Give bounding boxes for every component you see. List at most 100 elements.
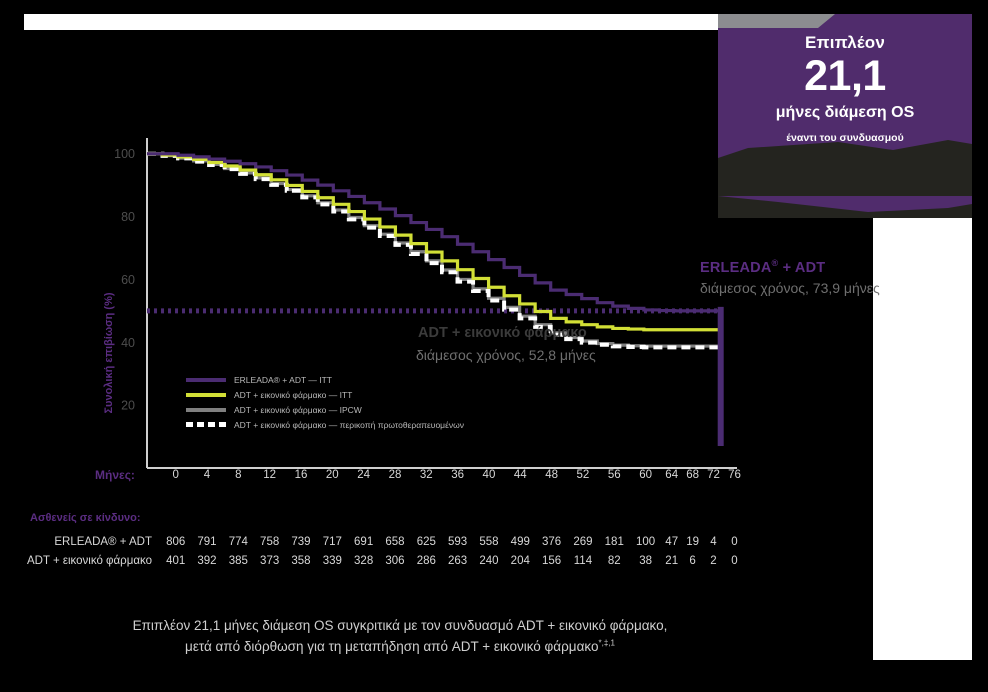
- risk-cell: 339: [322, 554, 342, 567]
- month-tick-label: 56: [607, 468, 621, 481]
- risk-cell: 38: [639, 554, 652, 567]
- legend-placebo-ipcw-label: ADT + εικονικό φάρμακο — IPCW: [234, 404, 362, 415]
- risk-table-months-row: 0 4 8 12 16 20 24 28 32 36 40 44 48 52 56 60 64 68 72 76: [0, 465, 745, 484]
- km-chart-svg: 20 40 60 80 100 Συνολική επιβίωση (%): [103, 138, 737, 469]
- legend-item: ADT + εικονικό φάρμακο — περικοπή πρωτοθ…: [186, 417, 464, 432]
- risk-row-label: ERLEADA® + ADT: [54, 535, 152, 548]
- risk-table-corner: [0, 465, 160, 484]
- annotation-erleada-name: ERLEADA: [700, 259, 772, 276]
- km-curve-2: [147, 152, 721, 348]
- km-chart: 20 40 60 80 100 Συνολική επιβίωση (%): [0, 60, 880, 480]
- annotation-erleada-median: διάμεσος χρόνος, 73,9 μήνες: [700, 280, 880, 296]
- risk-cell: 774: [228, 535, 248, 548]
- caption-line1: Επιπλέον 21,1 μήνες διάμεση OS συγκριτικ…: [132, 618, 668, 633]
- month-tick-label: 8: [235, 468, 242, 481]
- legend-item: ADT + εικονικό φάρμακο — ITT: [186, 387, 464, 402]
- risk-cell: 204: [510, 554, 530, 567]
- annotation-erleada-rest: + ADT: [778, 259, 826, 276]
- risk-cell: 499: [510, 535, 530, 548]
- risk-cell: 4: [710, 535, 717, 548]
- legend-item: ERLEADA® + ADT — ITT: [186, 372, 464, 387]
- risk-cell: 269: [573, 535, 593, 548]
- month-tick-label: 48: [545, 468, 558, 481]
- table-row: ERLEADA® + ADT 806 791 774 758 739 717 691 658 62…: [0, 532, 745, 551]
- right-white-panel: [873, 218, 972, 660]
- month-tick-label: 76: [728, 468, 741, 481]
- legend-erleada-itt-label: ERLEADA® + ADT — ITT: [234, 374, 332, 385]
- risk-cell: 47: [665, 535, 679, 548]
- month-tick-label: 4: [203, 468, 211, 481]
- y-tick-label: 60: [121, 273, 135, 287]
- risk-row-label: ADT + εικονικό φάρμακο: [26, 554, 152, 567]
- risk-table-title: Ασθενείς σε κίνδυνο:: [30, 512, 141, 524]
- risk-cell: 240: [479, 554, 499, 567]
- month-tick-label: 60: [639, 468, 652, 481]
- top-white-bar: [24, 14, 834, 30]
- banner-big-number: 21,1: [804, 51, 886, 100]
- patients-at-risk-table: 0 4 8 12 16 20 24 28 32 36 40 44 48 52 56 60 64 68 72 76 ERL…: [0, 465, 745, 570]
- y-tick-label: 20: [121, 399, 135, 413]
- km-curve-0: [147, 152, 723, 384]
- banner-top-label: Επιπλέον: [804, 33, 886, 52]
- risk-cell: 181: [604, 535, 624, 548]
- month-tick-label: 72: [707, 468, 720, 481]
- month-tick-label: 0: [172, 468, 179, 481]
- caption-line2-sup: *,‡,1: [598, 638, 615, 648]
- risk-cell: 82: [607, 554, 621, 567]
- chart-legend: ERLEADA® + ADT — ITT ADT + εικονικό φάρμα…: [186, 372, 464, 432]
- risk-cell: 385: [228, 554, 248, 567]
- annotation-adt-median: διάμεσος χρόνος, 52,8 μήνες: [416, 347, 596, 363]
- y-tick-label: 80: [121, 210, 135, 224]
- banner-footnote-line1: έναντι του συνδυασμού: [786, 132, 904, 145]
- month-tick-label: 52: [576, 468, 590, 481]
- risk-cell: 328: [354, 554, 374, 567]
- risk-cell: 114: [573, 554, 593, 567]
- spacer-cell: [0, 484, 745, 508]
- risk-cell: 373: [260, 554, 280, 567]
- month-tick-label: 28: [388, 468, 402, 481]
- risk-cell: 691: [354, 535, 374, 548]
- legend-erleada-itt-swatch: [186, 377, 226, 382]
- spacer-cell: [0, 508, 745, 532]
- risk-cell: 806: [166, 535, 186, 548]
- risk-cell: 758: [260, 535, 280, 548]
- y-axis-title: Συνολική επιβίωση (%): [103, 292, 115, 413]
- risk-cell: 717: [322, 535, 342, 548]
- annotation-adt-title: ADT + εικονικό φάρμακο: [418, 325, 587, 341]
- risk-cell: 156: [542, 554, 562, 567]
- risk-cell: 739: [291, 535, 311, 548]
- risk-cell: 306: [385, 554, 405, 567]
- legend-item: ADT + εικονικό φάρμακο — IPCW: [186, 402, 464, 417]
- risk-cell: 658: [385, 535, 405, 548]
- risk-cell: 286: [416, 554, 436, 567]
- y-tick-label: 40: [121, 336, 135, 350]
- bottom-caption: Επιπλέον 21,1 μήνες διάμεση OS συγκριτικ…: [0, 616, 800, 658]
- month-tick-label: 64: [665, 468, 679, 481]
- risk-cell: 593: [448, 535, 468, 548]
- risk-cell: 21: [665, 554, 679, 567]
- months-axis-label: Μήνες:: [95, 468, 135, 482]
- risk-cell: 0: [731, 554, 738, 567]
- legend-placebo-ipcw-swatch: [186, 407, 226, 412]
- risk-cell: 2: [710, 554, 717, 567]
- risk-cell: 100: [635, 535, 656, 548]
- risk-cell: 625: [416, 535, 436, 548]
- risk-table-spacer: [0, 484, 745, 508]
- annotation-erleada-title: ERLEADA® + ADT: [700, 258, 825, 276]
- banner-subtitle: μήνες διάμεση OS: [775, 103, 915, 121]
- risk-cell: 6: [689, 554, 696, 567]
- month-tick-label: 32: [419, 468, 433, 481]
- risk-cell: 392: [197, 554, 217, 567]
- legend-placebo-itt-swatch: [186, 392, 226, 397]
- risk-table-spacer: [0, 508, 745, 532]
- month-tick-label: 24: [357, 468, 371, 481]
- risk-cell: 19: [686, 535, 699, 548]
- month-tick-label: 44: [513, 468, 527, 481]
- caption-line2: μετά από διόρθωση για τη μεταπήδηση από …: [185, 638, 599, 654]
- legend-placebo-censored-label: ADT + εικονικό φάρμακο — περικοπή πρωτοθ…: [234, 419, 465, 430]
- risk-cell: 376: [542, 535, 562, 548]
- risk-cell: 263: [448, 554, 468, 567]
- month-tick-label: 12: [263, 468, 277, 481]
- risk-cell: 558: [479, 535, 499, 548]
